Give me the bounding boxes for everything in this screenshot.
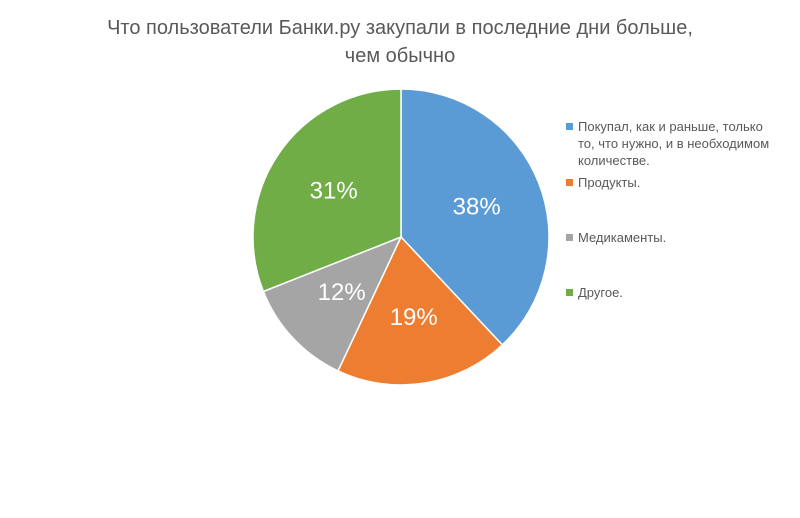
pie-slice-bought-as-usual bbox=[400, 88, 550, 346]
pie-slice-medicines bbox=[262, 235, 403, 372]
legend-label-medicines: Медикаменты. bbox=[578, 230, 667, 245]
legend-label-groceries: Продукты. bbox=[578, 175, 641, 190]
pie-label-medicines: 12% bbox=[318, 279, 366, 306]
chart-title-line-2: чем обычно bbox=[344, 45, 456, 67]
pie-label-bought-as-usual: 38% bbox=[453, 194, 501, 221]
legend-item-medicines: Медикаменты. bbox=[566, 229, 783, 246]
legend-item-bought-as-usual: Покупал, как и раньше, только то, что ну… bbox=[566, 118, 783, 169]
legend-label-bought-as-usual: Покупал, как и раньше, только то, что ну… bbox=[578, 119, 770, 168]
legend-swatch-groceries bbox=[566, 179, 573, 186]
legend-item-other: Другое. bbox=[566, 284, 783, 301]
legend-swatch-bought-as-usual bbox=[566, 123, 573, 130]
pie-label-other: 31% bbox=[310, 178, 358, 205]
pie-label-groceries: 19% bbox=[390, 304, 438, 331]
pie-slice-groceries bbox=[336, 235, 504, 386]
chart-title-line-1: Что пользователи Банки.ру закупали в пос… bbox=[107, 17, 693, 39]
legend-item-groceries: Продукты. bbox=[566, 174, 783, 191]
chart-title: Что пользователи Банки.ру закупали в пос… bbox=[0, 14, 800, 70]
legend-swatch-medicines bbox=[566, 234, 573, 241]
pie-slice-other bbox=[252, 88, 402, 293]
legend-swatch-other bbox=[566, 289, 573, 296]
legend-label-other: Другое. bbox=[578, 285, 623, 300]
